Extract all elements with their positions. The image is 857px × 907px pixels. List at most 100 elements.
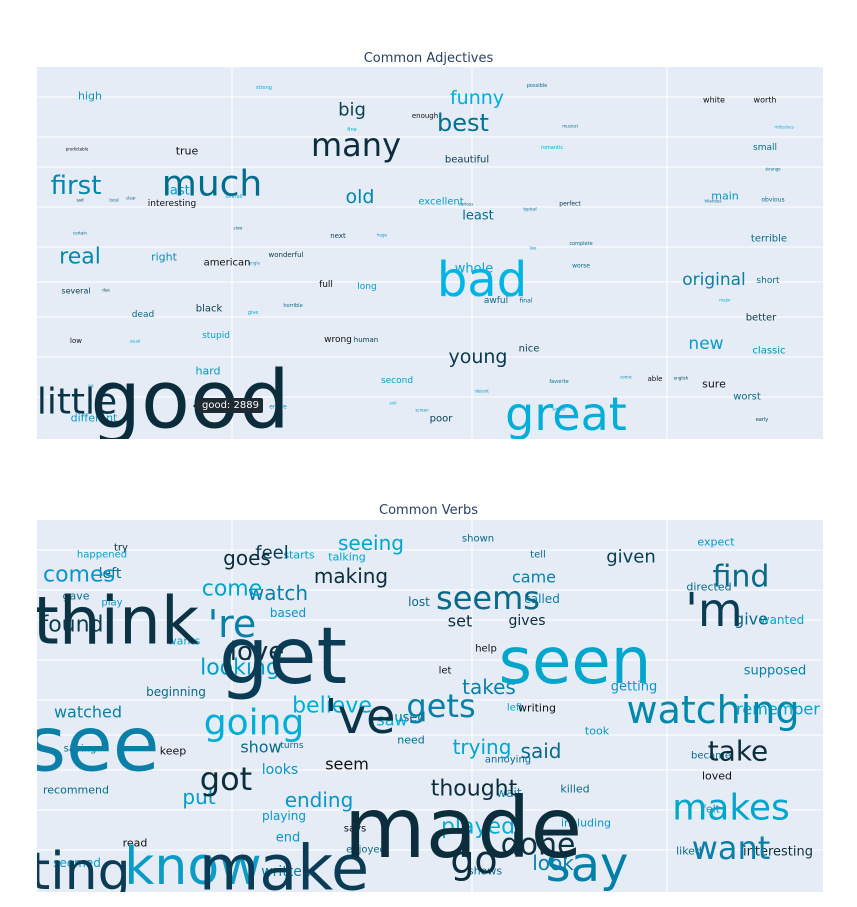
word-liked[interactable]: liked xyxy=(676,845,702,858)
word-watching[interactable]: watching xyxy=(626,688,799,732)
word-young[interactable]: young xyxy=(448,346,507,368)
word-big[interactable]: big xyxy=(338,100,366,121)
word-gives[interactable]: gives xyxy=(509,613,546,629)
word-main[interactable]: main xyxy=(711,190,739,203)
word-ridiculous[interactable]: ridiculous xyxy=(774,125,793,130)
word-able[interactable]: able xyxy=(648,375,663,383)
word-wanted[interactable]: wanted xyxy=(760,613,804,627)
word-long[interactable]: long xyxy=(357,282,376,292)
word-worse[interactable]: worse xyxy=(572,263,590,270)
word-m[interactable]: 'm xyxy=(685,583,742,637)
word-let[interactable]: let xyxy=(439,666,452,677)
word-believe[interactable]: believe xyxy=(292,694,372,719)
word-stupid[interactable]: stupid xyxy=(202,331,230,341)
word-wonderful[interactable]: wonderful xyxy=(269,251,304,259)
word-starts[interactable]: starts xyxy=(283,549,315,562)
word-short[interactable]: short xyxy=(756,276,780,286)
word-better[interactable]: better xyxy=(746,313,777,324)
word-called[interactable]: called xyxy=(524,592,560,606)
word-saying[interactable]: saying xyxy=(64,744,97,755)
word-takes[interactable]: takes xyxy=(462,675,516,699)
word-look[interactable]: look xyxy=(532,851,574,875)
word-annoying[interactable]: annoying xyxy=(485,755,531,766)
word-live[interactable]: live xyxy=(529,246,537,251)
word-enough[interactable]: enough xyxy=(412,112,438,120)
word-done[interactable]: done xyxy=(501,828,576,863)
word-set[interactable]: set xyxy=(448,612,472,631)
word-written[interactable]: written xyxy=(261,864,311,880)
word-black[interactable]: black xyxy=(196,304,223,315)
word-know[interactable]: know xyxy=(124,837,261,892)
word-possible[interactable]: possible xyxy=(527,83,547,89)
word-much[interactable]: much xyxy=(162,164,263,205)
word-different[interactable]: different xyxy=(71,412,118,425)
word-hilarious[interactable]: hilarious xyxy=(704,199,721,204)
word-supposed[interactable]: supposed xyxy=(744,664,807,679)
word-re[interactable]: 're xyxy=(208,602,257,646)
word-old[interactable]: old xyxy=(346,186,375,208)
word-romantic[interactable]: romantic xyxy=(541,145,563,151)
word-killed[interactable]: killed xyxy=(560,783,589,796)
word-find[interactable]: find xyxy=(713,560,770,595)
word-first[interactable]: first xyxy=(51,171,102,201)
word-want[interactable]: want xyxy=(692,829,771,867)
word-take[interactable]: take xyxy=(708,735,769,768)
word-early[interactable]: early xyxy=(756,417,769,423)
word-found[interactable]: found xyxy=(40,613,103,638)
word-used[interactable]: used xyxy=(394,711,425,726)
word-makes[interactable]: makes xyxy=(672,788,790,829)
word-terrible[interactable]: terrible xyxy=(751,234,787,245)
word-gave[interactable]: gave xyxy=(62,590,89,603)
word-shows[interactable]: shows xyxy=(468,865,502,878)
word-strange[interactable]: strange xyxy=(765,167,781,172)
word-bit[interactable]: bit xyxy=(88,384,94,389)
word-given[interactable]: given xyxy=(606,547,656,568)
word-right[interactable]: right xyxy=(151,251,178,264)
word-least[interactable]: least xyxy=(462,209,493,224)
word-second[interactable]: second xyxy=(381,376,413,386)
word-dead[interactable]: dead xyxy=(132,310,154,320)
word-shown[interactable]: shown xyxy=(462,534,494,545)
word-hard[interactable]: hard xyxy=(195,365,220,378)
word-sure[interactable]: sure xyxy=(702,378,726,391)
word-sad[interactable]: sad xyxy=(76,198,84,203)
word-wrong[interactable]: wrong xyxy=(324,335,352,345)
word-entire[interactable]: entire xyxy=(269,404,287,411)
word-clear[interactable]: clear xyxy=(126,196,136,201)
word-small[interactable]: small xyxy=(753,143,777,153)
word-comic[interactable]: comic xyxy=(620,375,632,380)
word-single[interactable]: single xyxy=(248,261,260,266)
word-human[interactable]: human xyxy=(354,336,378,344)
word-try[interactable]: try xyxy=(114,543,128,554)
word-felt[interactable]: felt xyxy=(702,803,721,816)
word-watch[interactable]: watch xyxy=(248,581,308,605)
word-keep[interactable]: keep xyxy=(160,745,187,758)
word-came[interactable]: came xyxy=(512,568,556,587)
word-made[interactable]: made xyxy=(344,779,582,877)
word-including[interactable]: including xyxy=(561,817,611,830)
word-bad[interactable]: bad xyxy=(437,252,527,308)
word-decent[interactable]: decent xyxy=(475,389,489,394)
word-took[interactable]: took xyxy=(585,725,610,738)
word-worth[interactable]: worth xyxy=(754,96,777,105)
word-acting[interactable]: acting xyxy=(37,842,131,892)
word-overall[interactable]: overall xyxy=(226,194,243,200)
word-end[interactable]: end xyxy=(276,831,301,846)
word-saw[interactable]: saw xyxy=(376,711,407,730)
word-worst[interactable]: worst xyxy=(733,392,761,403)
word-making[interactable]: making xyxy=(314,564,388,588)
word-became[interactable]: became xyxy=(691,751,731,762)
word-typical[interactable]: typical xyxy=(523,207,536,212)
word-lost[interactable]: lost xyxy=(408,595,430,609)
word-fine[interactable]: fine xyxy=(347,127,356,133)
word-love[interactable]: love xyxy=(230,637,285,667)
word-horrible[interactable]: horrible xyxy=(283,303,302,309)
word-give[interactable]: give xyxy=(248,310,259,316)
word-many[interactable]: many xyxy=(311,126,401,164)
word-due[interactable]: due xyxy=(102,288,110,293)
word-strong[interactable]: strong xyxy=(256,85,272,91)
word-whole[interactable]: whole xyxy=(455,262,493,277)
word-high[interactable]: high xyxy=(78,90,102,103)
word-major[interactable]: major xyxy=(719,298,731,303)
word-interesting[interactable]: interesting xyxy=(743,845,813,860)
